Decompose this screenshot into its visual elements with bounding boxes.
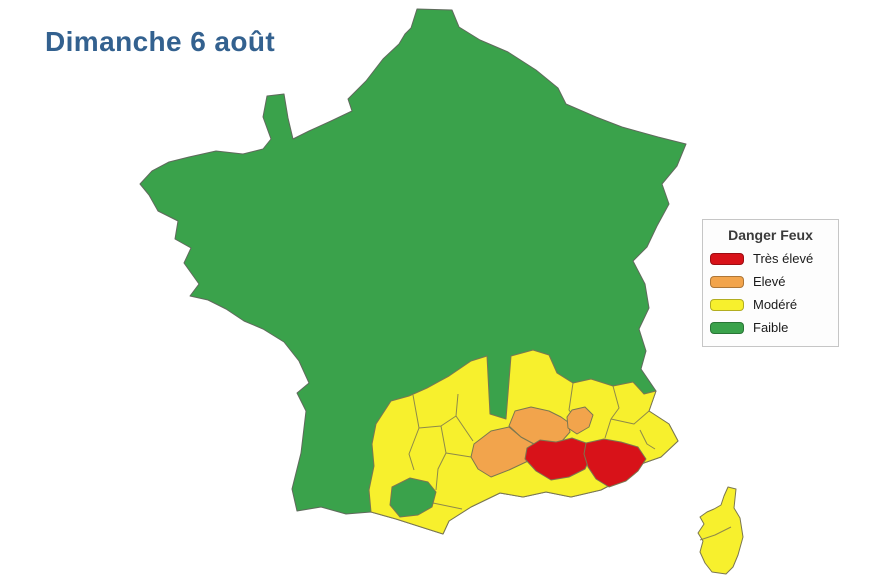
department-borders	[408, 382, 656, 510]
legend-label: Elevé	[753, 274, 786, 289]
legend-title: Danger Feux	[728, 227, 813, 243]
eleve-swatch-icon	[710, 275, 744, 288]
page-title: Dimanche 6 août	[45, 26, 276, 57]
dept-var	[583, 438, 647, 488]
zone-corsica	[697, 486, 744, 575]
legend-danger-feux: Danger Feux Très élevé Elevé Modéré Faib…	[702, 219, 839, 347]
legend-row-faible: Faible	[710, 320, 831, 335]
legend-label: Modéré	[753, 297, 798, 312]
legend-label: Très élevé	[753, 251, 814, 266]
corsica-internal-border	[699, 526, 732, 541]
dept-vaucluse	[566, 406, 594, 435]
legend-label: Faible	[753, 320, 789, 335]
dept-ariege	[389, 477, 437, 518]
legend-row-tres-eleve: Très élevé	[710, 251, 831, 266]
modere-swatch-icon	[710, 298, 744, 311]
tres-eleve-swatch-icon	[710, 252, 744, 265]
faible-swatch-icon	[710, 321, 744, 334]
legend-row-eleve: Elevé	[710, 274, 831, 289]
legend-row-modere: Modéré	[710, 297, 831, 312]
